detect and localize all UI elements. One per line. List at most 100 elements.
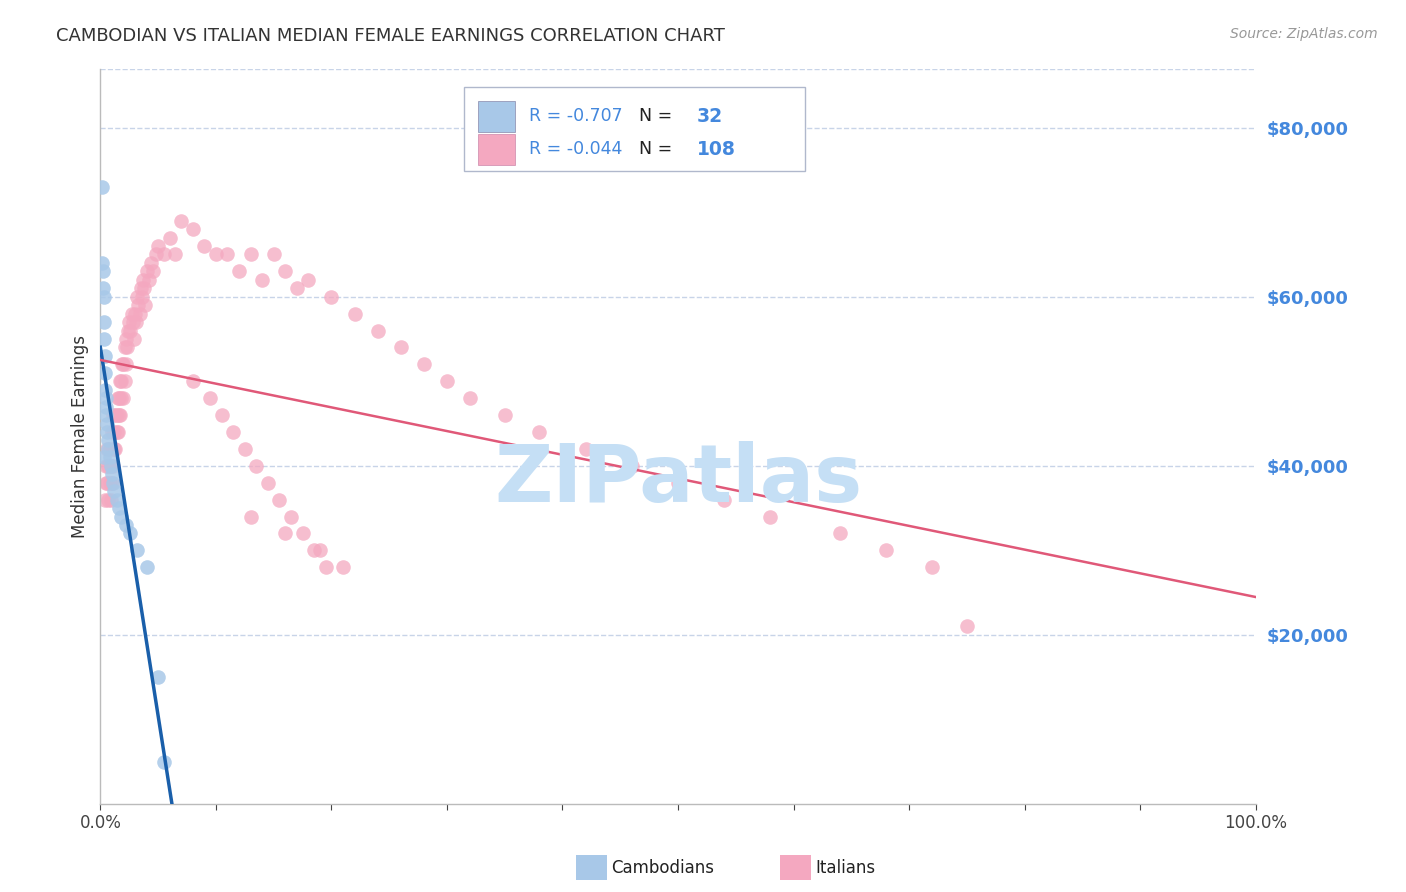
Point	[94, 400, 117, 414]
Point	[343, 307, 366, 321]
Point	[103, 484, 125, 499]
Point	[94, 349, 117, 363]
Point	[285, 281, 308, 295]
Point	[759, 509, 782, 524]
Point	[211, 408, 233, 422]
Point	[98, 450, 121, 465]
Point	[159, 230, 181, 244]
Point	[205, 247, 228, 261]
Point	[101, 458, 124, 473]
Point	[114, 332, 136, 346]
Point	[131, 290, 153, 304]
Point	[134, 298, 156, 312]
Point	[110, 374, 132, 388]
Point	[110, 391, 132, 405]
Point	[291, 526, 314, 541]
Point	[280, 509, 302, 524]
Point	[181, 374, 204, 388]
Point	[114, 358, 136, 372]
Point	[239, 247, 262, 261]
Point	[315, 560, 337, 574]
Point	[921, 560, 943, 574]
Point	[165, 247, 187, 261]
Point	[108, 501, 131, 516]
Point	[125, 315, 148, 329]
Point	[101, 467, 124, 482]
Point	[529, 425, 551, 439]
Text: ZIPatlas: ZIPatlas	[494, 442, 862, 519]
Point	[127, 298, 149, 312]
Point	[96, 417, 118, 431]
Point	[153, 755, 176, 769]
Text: Source: ZipAtlas.com: Source: ZipAtlas.com	[1230, 27, 1378, 41]
Point	[110, 509, 132, 524]
Point	[111, 358, 134, 372]
Point	[121, 315, 143, 329]
Point	[117, 324, 139, 338]
Point	[97, 492, 120, 507]
Point	[135, 264, 157, 278]
Text: Cambodians: Cambodians	[612, 859, 714, 877]
Point	[108, 408, 131, 422]
Point	[153, 247, 176, 261]
Point	[94, 383, 117, 397]
Point	[91, 256, 114, 270]
Bar	[478, 134, 515, 165]
Text: 108: 108	[696, 140, 735, 159]
Point	[96, 475, 118, 490]
Bar	[478, 101, 515, 132]
Text: R = -0.044: R = -0.044	[529, 140, 623, 159]
Point	[217, 247, 239, 261]
Point	[94, 492, 117, 507]
Point	[193, 239, 215, 253]
Point	[94, 408, 117, 422]
Point	[127, 543, 149, 558]
Point	[94, 391, 117, 405]
Point	[90, 179, 112, 194]
Point	[412, 358, 434, 372]
Point	[134, 281, 156, 295]
Point	[181, 222, 204, 236]
Point	[101, 425, 124, 439]
Text: Italians: Italians	[815, 859, 876, 877]
Point	[170, 213, 193, 227]
Point	[332, 560, 354, 574]
Point	[127, 290, 149, 304]
Point	[875, 543, 897, 558]
Point	[108, 374, 131, 388]
Point	[263, 247, 285, 261]
Point	[112, 391, 135, 405]
Point	[104, 442, 127, 456]
Point	[115, 341, 138, 355]
Point	[105, 425, 128, 439]
Point	[104, 408, 127, 422]
Point	[107, 391, 129, 405]
Point	[101, 408, 124, 422]
Point	[389, 341, 412, 355]
Point	[107, 425, 129, 439]
Point	[97, 458, 120, 473]
FancyBboxPatch shape	[464, 87, 806, 171]
Point	[828, 526, 851, 541]
Text: N =: N =	[638, 107, 672, 125]
Point	[141, 256, 163, 270]
Point	[96, 425, 118, 439]
Point	[96, 442, 118, 456]
Point	[269, 492, 291, 507]
Point	[956, 619, 979, 633]
Point	[297, 273, 319, 287]
Point	[114, 518, 136, 533]
Point	[146, 239, 169, 253]
Point	[713, 492, 735, 507]
Point	[321, 290, 343, 304]
Point	[112, 358, 135, 372]
Point	[91, 281, 114, 295]
Point	[257, 475, 280, 490]
Point	[108, 391, 131, 405]
Point	[132, 273, 155, 287]
Point	[94, 475, 117, 490]
Point	[138, 273, 160, 287]
Point	[94, 458, 117, 473]
Point	[436, 374, 458, 388]
Text: 32: 32	[696, 107, 723, 126]
